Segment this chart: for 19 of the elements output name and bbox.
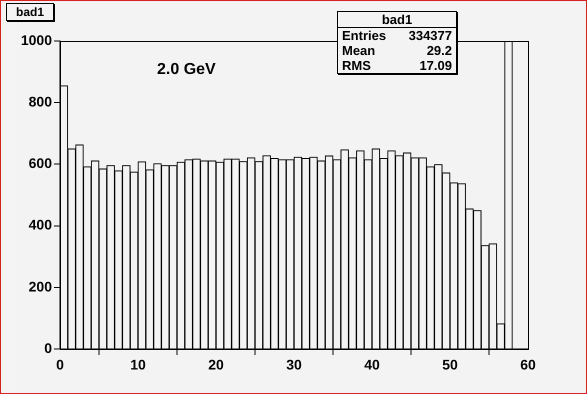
x-tick-label: 40 [364, 356, 380, 372]
y-tick-label: 0 [44, 340, 52, 356]
chart-title: bad1 [16, 5, 44, 19]
text: RMS 17.09 [342, 58, 452, 73]
y-tick-label: 200 [28, 278, 52, 294]
x-tick-label: 50 [442, 356, 458, 372]
x-tick-label: 0 [56, 356, 64, 372]
y-tick-label: 400 [28, 216, 52, 233]
chart-title: bad1 [338, 12, 456, 28]
x-tick-label: 60 [520, 356, 536, 372]
x-tick-label: 20 [208, 356, 224, 372]
text: Entries 334377 [342, 28, 452, 43]
annotation: 2.0 GeV [157, 61, 216, 79]
x-tick-label: 30 [286, 356, 302, 372]
y-tick-label: 600 [28, 155, 52, 172]
x-tick-label: 10 [130, 356, 146, 372]
y-tick-label: 800 [28, 93, 52, 110]
text: Mean 29.2 [342, 43, 452, 58]
y-tick-label: 1000 [20, 32, 52, 48]
